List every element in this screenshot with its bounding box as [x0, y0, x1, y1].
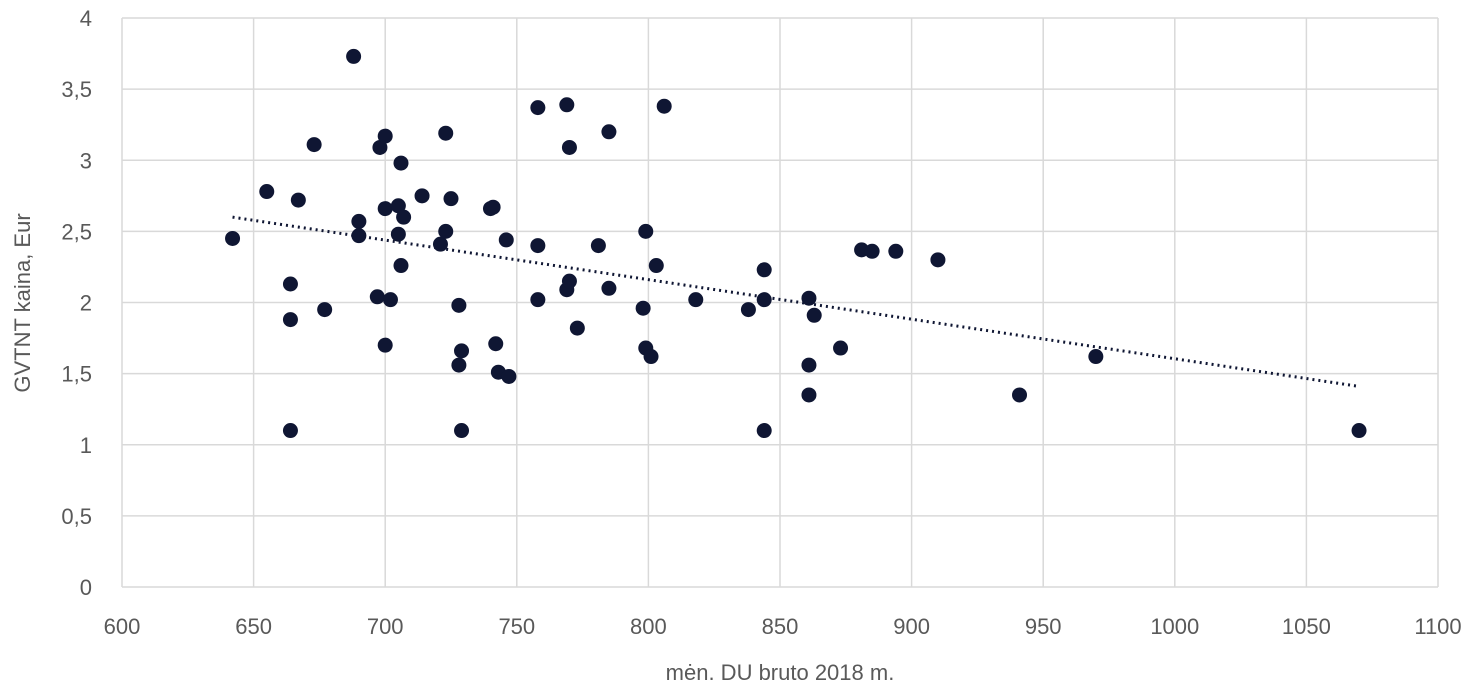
x-axis-title: mėn. DU bruto 2018 m. [666, 660, 895, 685]
data-point [756, 292, 772, 308]
data-point [454, 423, 470, 439]
data-point [569, 320, 585, 336]
y-tick-label: 3 [80, 148, 92, 173]
y-tick-label: 1 [80, 433, 92, 458]
y-tick-label: 3,5 [61, 77, 92, 102]
data-point [317, 302, 333, 318]
data-point [259, 184, 275, 200]
data-point [225, 230, 241, 246]
data-point [638, 223, 654, 239]
data-point [351, 213, 367, 229]
data-point [801, 387, 817, 403]
data-point [393, 155, 409, 171]
data-point [346, 48, 362, 64]
data-point [530, 100, 546, 116]
data-point [414, 188, 430, 204]
data-point [756, 262, 772, 278]
data-point [396, 209, 412, 225]
data-point [688, 292, 704, 308]
data-point [351, 228, 367, 244]
x-tick-label: 1000 [1150, 614, 1199, 639]
tick-labels: 600 650 700 750 800 850 900 950 1000 1050 1100 0 0,5… [61, 6, 1461, 639]
data-point [806, 307, 822, 323]
trendline-group [232, 215, 1360, 388]
data-point [561, 139, 577, 155]
y-tick-label: 1,5 [61, 362, 92, 387]
data-point [451, 357, 467, 373]
data-point [756, 423, 772, 439]
data-point [454, 343, 470, 359]
data-point [601, 280, 617, 296]
data-point [282, 312, 298, 328]
data-point [488, 336, 504, 352]
y-tick-label: 2,5 [61, 219, 92, 244]
data-point [443, 191, 459, 207]
data-point [561, 273, 577, 289]
data-point [393, 258, 409, 274]
data-point [306, 137, 322, 153]
data-point [501, 368, 517, 384]
y-tick-label: 0,5 [61, 504, 92, 529]
data-point [369, 289, 385, 305]
data-point [1012, 387, 1028, 403]
data-point [833, 340, 849, 356]
data-point [930, 252, 946, 268]
data-point [864, 243, 880, 259]
data-point [377, 201, 393, 217]
data-point [530, 292, 546, 308]
data-point [451, 297, 467, 313]
data-point [648, 258, 664, 274]
data-point [559, 97, 575, 113]
data-point [377, 337, 393, 353]
data-point [382, 292, 398, 308]
y-tick-label: 0 [80, 575, 92, 600]
gridlines [121, 17, 1439, 587]
data-point [438, 223, 454, 239]
y-tick-label: 4 [80, 6, 92, 31]
data-point [601, 124, 617, 140]
data-point [498, 232, 514, 248]
x-tick-label: 1100 [1414, 614, 1461, 639]
x-tick-label: 850 [762, 614, 799, 639]
x-tick-label: 900 [893, 614, 930, 639]
x-tick-label: 800 [630, 614, 667, 639]
data-point [282, 423, 298, 439]
data-point [282, 276, 298, 292]
x-tick-label: 650 [235, 614, 272, 639]
data-point [432, 236, 448, 252]
x-tick-label: 600 [104, 614, 141, 639]
y-tick-label: 2 [80, 291, 92, 316]
data-point [390, 226, 406, 242]
data-point [635, 300, 651, 316]
x-tick-label: 750 [498, 614, 535, 639]
data-point [290, 192, 306, 208]
data-point [740, 302, 756, 318]
data-point [1088, 349, 1104, 365]
data-point [390, 198, 406, 214]
data-point [377, 128, 393, 144]
data-point [590, 238, 606, 254]
data-points [225, 48, 1367, 439]
data-point [530, 238, 546, 254]
data-point [656, 98, 672, 114]
x-tick-label: 950 [1025, 614, 1062, 639]
y-axis-title: GVTNT kaina, Eur [10, 213, 35, 392]
data-point [643, 349, 659, 365]
data-point [438, 125, 454, 141]
data-point [485, 199, 501, 215]
data-point [1351, 423, 1367, 439]
data-point [801, 357, 817, 373]
data-point [801, 290, 817, 306]
x-tick-label: 700 [367, 614, 404, 639]
trendline [232, 215, 1360, 388]
data-point [888, 243, 904, 259]
data-point [372, 139, 388, 155]
x-tick-label: 1050 [1282, 614, 1331, 639]
